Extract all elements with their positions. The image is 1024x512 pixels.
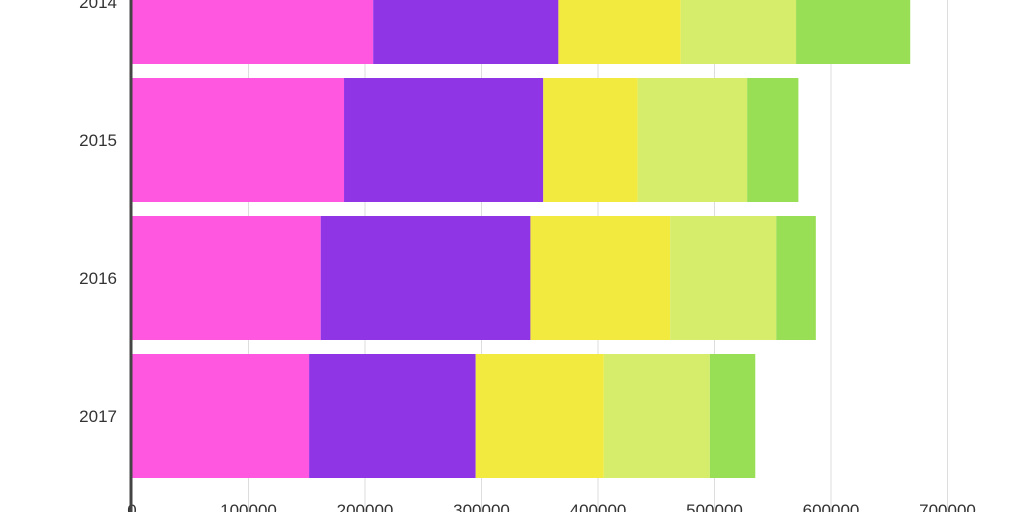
x-tick-label: 100000 bbox=[220, 501, 277, 512]
bar-segment bbox=[344, 78, 544, 202]
bar-segment bbox=[320, 216, 531, 340]
bar-segment bbox=[747, 78, 799, 202]
y-tick-label: 2017 bbox=[79, 407, 117, 426]
bar-segment bbox=[637, 78, 748, 202]
bar-segment bbox=[132, 0, 374, 64]
bar-segment bbox=[670, 216, 777, 340]
x-tick-label: 300000 bbox=[453, 501, 510, 512]
bar-segment bbox=[558, 0, 681, 64]
y-tick-label: 2015 bbox=[79, 131, 117, 150]
bar-segment bbox=[132, 354, 310, 478]
bar-segment bbox=[776, 216, 816, 340]
x-tick-label: 200000 bbox=[337, 501, 394, 512]
bar-segment bbox=[603, 354, 710, 478]
x-tick-label: 700000 bbox=[919, 501, 976, 512]
bar-segment bbox=[309, 354, 476, 478]
bar-segment bbox=[543, 78, 638, 202]
bar-segment bbox=[373, 0, 559, 64]
bar-segment bbox=[796, 0, 911, 64]
x-tick-label: 400000 bbox=[570, 501, 627, 512]
y-tick-label: 2014 bbox=[79, 0, 117, 12]
bar-segment bbox=[709, 354, 756, 478]
bar-segment bbox=[132, 78, 345, 202]
bar-segment bbox=[475, 354, 604, 478]
y-tick-label: 2016 bbox=[79, 269, 117, 288]
bar-segment bbox=[132, 216, 321, 340]
bar-segment bbox=[530, 216, 671, 340]
x-tick-label: 500000 bbox=[686, 501, 743, 512]
x-tick-label: 600000 bbox=[803, 501, 860, 512]
bar-segment bbox=[680, 0, 797, 64]
